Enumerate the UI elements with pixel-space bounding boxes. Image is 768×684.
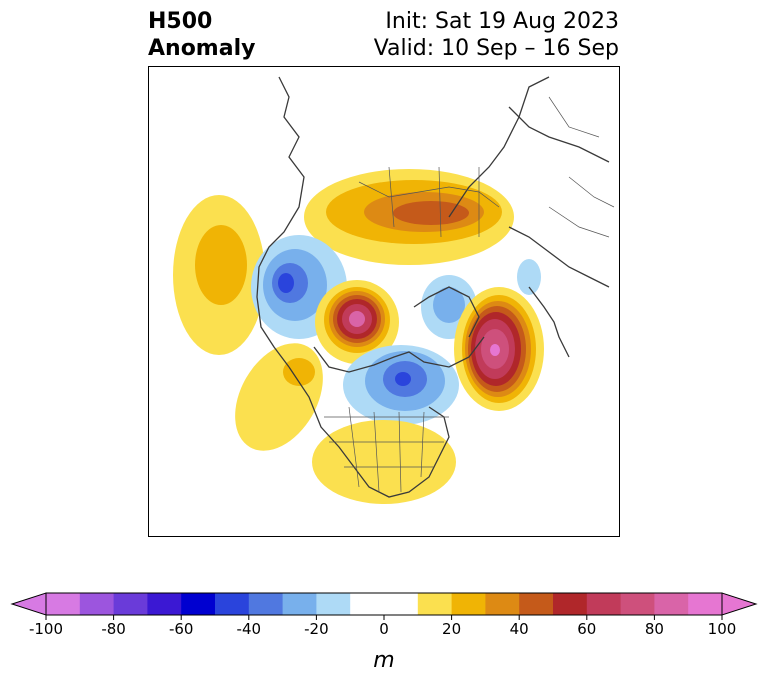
plot-title: H500 Anomaly (148, 8, 255, 62)
colorbar-unit-label: m (373, 648, 394, 673)
ridge-north-atlantic (454, 287, 544, 411)
colorbar-tick-label: 0 (379, 620, 389, 638)
colorbar-cell (586, 593, 622, 615)
colorbar-tick-label: -40 (237, 620, 262, 638)
colorbar-tick-label: 100 (708, 620, 737, 638)
title-field: Anomaly (148, 36, 256, 61)
init-time: Init: Sat 19 Aug 2023 (385, 9, 619, 34)
colorbar-tick-label: 60 (577, 620, 596, 638)
colorbar-cell (113, 593, 148, 615)
ridge-alaska (315, 280, 399, 364)
colorbar-tick-label: 20 (442, 620, 461, 638)
colorbar-cell (215, 593, 250, 615)
colorbar-cell (350, 593, 385, 615)
colorbar-cell (46, 593, 81, 615)
colorbar-cell (282, 593, 317, 615)
colorbar-cell (316, 593, 351, 615)
colorbar-cell (654, 593, 689, 615)
colorbar-cell (181, 593, 216, 615)
colorbar-graphic: -100 -80 -60 -40 -20 0 20 40 60 80 100 m (10, 592, 758, 673)
colorbar-tick-label: 80 (645, 620, 664, 638)
map-panel (148, 66, 620, 537)
ridge-north-pacific (173, 195, 265, 355)
colorbar-cell (248, 593, 284, 615)
ridge-western-canada (235, 343, 323, 451)
colorbar-tick-label: -60 (169, 620, 194, 638)
colorbar-cell (553, 593, 588, 615)
colorbar-extend-min (10, 592, 47, 616)
colorbar-cell (147, 593, 182, 615)
colorbar-extend-max (721, 592, 758, 616)
ridge-eastern-us (312, 420, 456, 504)
colorbar-cell (384, 593, 419, 615)
title-variable: H500 (148, 9, 213, 34)
colorbar-cell (688, 593, 723, 615)
colorbar-cell (417, 593, 453, 615)
colorbar-cell (79, 593, 115, 615)
colorbar: -100 -80 -60 -40 -20 0 20 40 60 80 100 m (0, 580, 768, 680)
colorbar-cell (451, 593, 486, 615)
trough-hudson-bay (343, 345, 459, 425)
plot-dates: Init: Sat 19 Aug 2023 Valid: 10 Sep – 16… (374, 8, 619, 62)
colorbar-cell (485, 593, 520, 615)
colorbar-tick-label: 40 (510, 620, 529, 638)
colorbar-tick-label: -80 (101, 620, 126, 638)
valid-time: Valid: 10 Sep – 16 Sep (373, 36, 619, 61)
coastlines (256, 76, 610, 498)
ridge-siberia (304, 169, 514, 265)
anomaly-map (173, 76, 615, 504)
colorbar-tick-label: -20 (304, 620, 329, 638)
colorbar-cell (519, 593, 554, 615)
political-borders (324, 96, 615, 493)
colorbar-cell (620, 593, 655, 615)
colorbar-tick-label: -100 (29, 620, 63, 638)
